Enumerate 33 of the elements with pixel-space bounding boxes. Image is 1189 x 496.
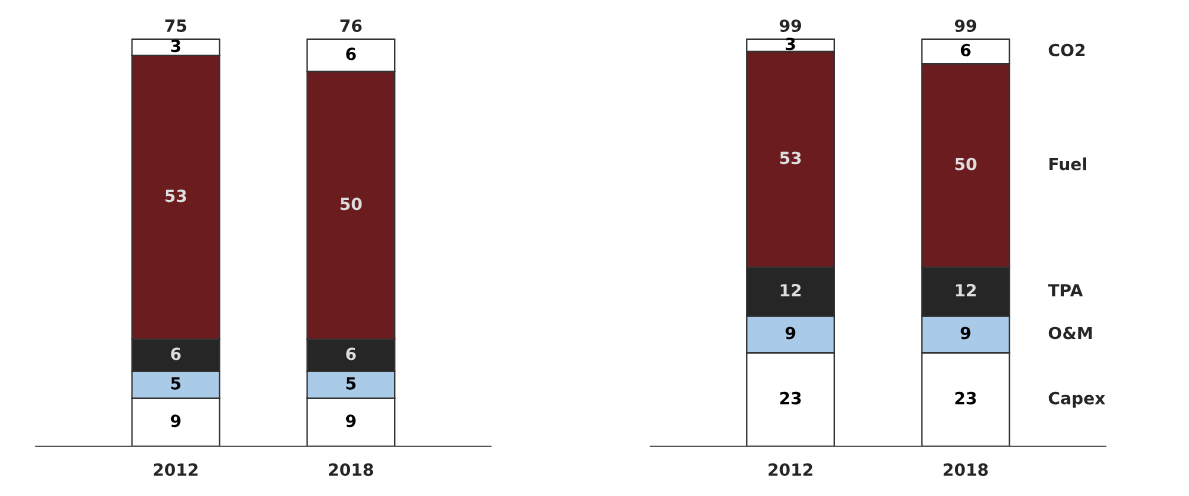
data-label: 9 <box>785 326 796 340</box>
total-label: 76 <box>340 19 362 33</box>
text: TPA <box>1048 284 1083 297</box>
x-tick-label: 2018 <box>943 463 988 476</box>
data-label: 50 <box>955 157 977 171</box>
data-label: 12 <box>780 283 801 297</box>
data-label: 5 <box>346 377 356 390</box>
total-label: 99 <box>779 19 802 33</box>
text: Capex <box>1048 391 1106 408</box>
text: Fuel <box>1049 157 1087 171</box>
data-label: 23 <box>955 391 976 405</box>
data-label: 6 <box>960 43 971 57</box>
total-label: 99 <box>954 19 977 33</box>
data-label: 6 <box>171 347 181 361</box>
data-label: 5 <box>171 377 181 390</box>
x-tick-label: 2012 <box>768 463 813 476</box>
data-label: 6 <box>346 47 356 61</box>
data-label: 9 <box>170 414 181 428</box>
data-label: 23 <box>780 391 801 405</box>
total-label: 75 <box>165 19 187 33</box>
data-label: 6 <box>346 347 356 361</box>
data-label: 12 <box>955 283 976 297</box>
data-label: 9 <box>960 326 971 340</box>
data-label: 53 <box>165 189 187 203</box>
text: O&M <box>1048 326 1092 340</box>
data-label: 53 <box>780 151 801 165</box>
data-label: 3 <box>171 39 181 53</box>
data-label: 3 <box>785 37 795 51</box>
data-label: 50 <box>340 197 362 211</box>
x-tick-label: 2018 <box>329 463 374 476</box>
data-label: 9 <box>345 414 356 428</box>
text: CO2 <box>1048 43 1085 57</box>
x-tick-label: 2012 <box>153 463 198 476</box>
